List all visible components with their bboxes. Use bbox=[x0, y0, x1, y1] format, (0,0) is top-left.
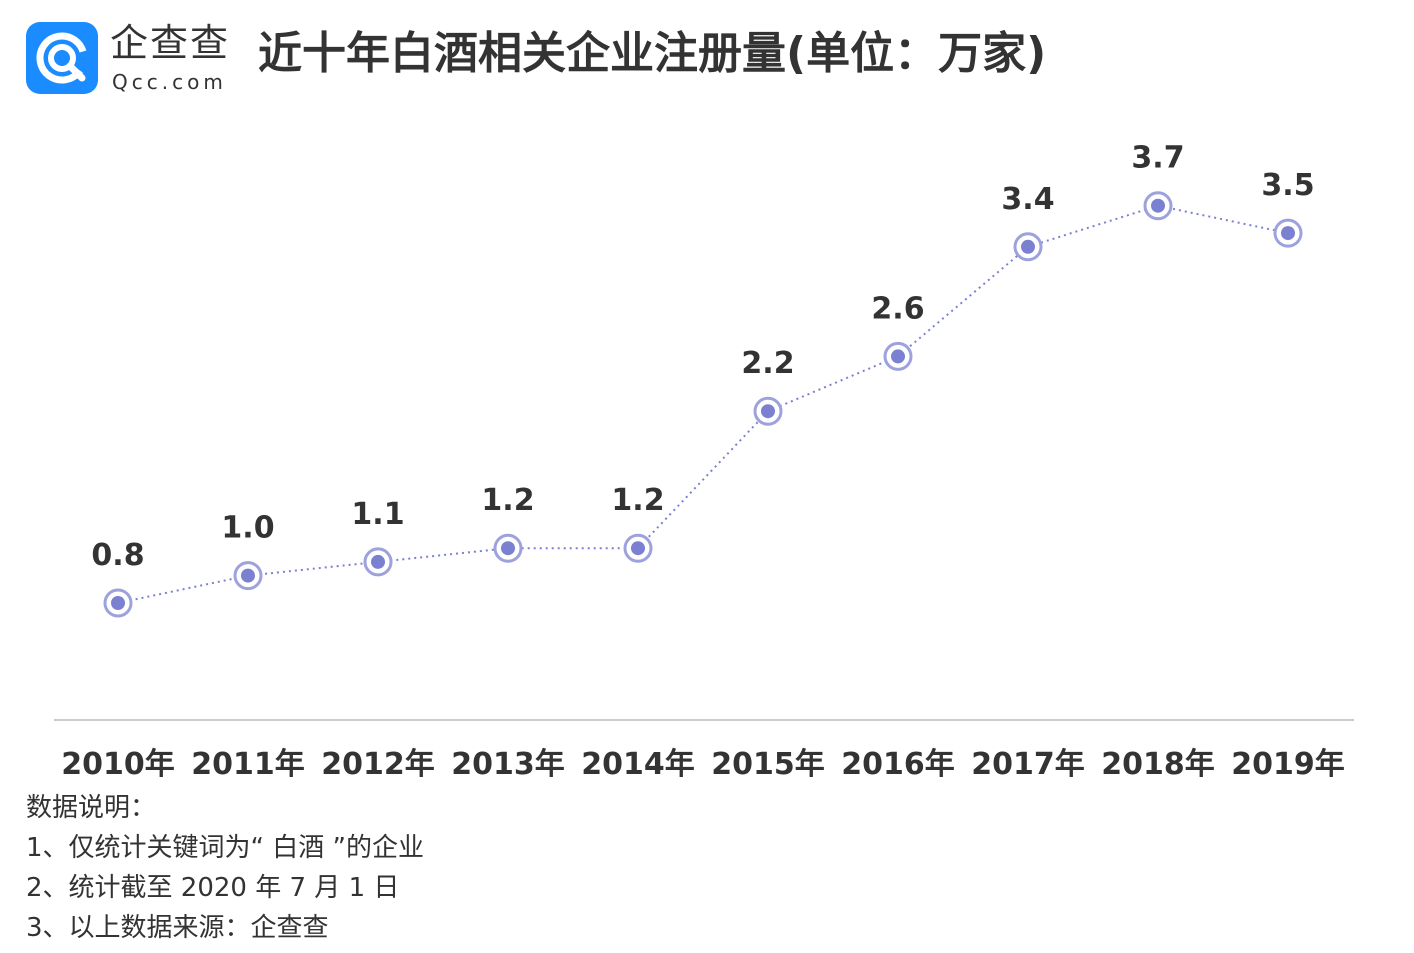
line-chart: 0.8 1.0 1.1 1.2 1.2 2.2 2.6 3.4 3.7 3.5 2010年 2011… bbox=[54, 141, 1354, 782]
data-label: 0.8 bbox=[91, 538, 144, 573]
x-tick-label: 2011年 bbox=[191, 747, 305, 782]
logo-wordmark-en: Qcc.com bbox=[112, 70, 227, 94]
points-layer bbox=[103, 191, 1303, 618]
x-tick-label: 2012年 bbox=[321, 747, 435, 782]
data-point bbox=[1013, 232, 1043, 262]
data-point bbox=[1143, 191, 1173, 221]
data-label: 1.1 bbox=[351, 497, 404, 532]
series-layer bbox=[117, 204, 1289, 604]
data-label: 1.2 bbox=[611, 483, 664, 518]
x-tick-label: 2010年 bbox=[61, 747, 175, 782]
series-line bbox=[117, 204, 1289, 604]
data-label: 3.5 bbox=[1261, 168, 1314, 203]
ticks-layer: 2010年 2011年 2012年 2013年 2014年 2015年 2016年 2017年… bbox=[61, 747, 1345, 782]
data-label: 3.4 bbox=[1001, 182, 1054, 217]
data-point bbox=[233, 561, 263, 591]
data-label: 2.6 bbox=[871, 291, 924, 326]
data-label: 2.2 bbox=[741, 346, 794, 381]
data-notes: 数据说明： 1、仅统计关键词为“ 白酒 ”的企业 2、统计截至 2020 年 7… bbox=[26, 788, 424, 948]
x-tick-label: 2014年 bbox=[581, 747, 695, 782]
data-label: 3.7 bbox=[1131, 141, 1184, 176]
data-point bbox=[103, 588, 133, 618]
notes-item: 2、统计截至 2020 年 7 月 1 日 bbox=[26, 873, 400, 903]
x-tick-label: 2019年 bbox=[1231, 747, 1345, 782]
data-point bbox=[623, 533, 653, 563]
x-tick-label: 2013年 bbox=[451, 747, 565, 782]
data-point bbox=[493, 533, 523, 563]
labels-layer: 0.8 1.0 1.1 1.2 1.2 2.2 2.6 3.4 3.7 3.5 bbox=[91, 141, 1314, 573]
data-point bbox=[753, 396, 783, 426]
notes-heading: 数据说明： bbox=[26, 793, 157, 823]
x-tick-label: 2017年 bbox=[971, 747, 1085, 782]
data-label: 1.0 bbox=[221, 511, 274, 546]
notes-item: 1、仅统计关键词为“ 白酒 ”的企业 bbox=[26, 833, 425, 863]
data-point bbox=[883, 341, 913, 371]
data-point bbox=[1273, 218, 1303, 248]
notes-item: 3、以上数据来源：企查查 bbox=[26, 913, 329, 943]
data-label: 1.2 bbox=[481, 483, 534, 518]
logo-wordmark-cn: 企查查 bbox=[110, 21, 231, 65]
x-tick-label: 2016年 bbox=[841, 747, 955, 782]
x-tick-label: 2018年 bbox=[1101, 747, 1215, 782]
x-tick-label: 2015年 bbox=[711, 747, 825, 782]
data-point bbox=[363, 547, 393, 577]
qcc-logo-icon bbox=[26, 22, 98, 94]
chart-title: 近十年白酒相关企业注册量(单位：万家) bbox=[258, 28, 1047, 79]
